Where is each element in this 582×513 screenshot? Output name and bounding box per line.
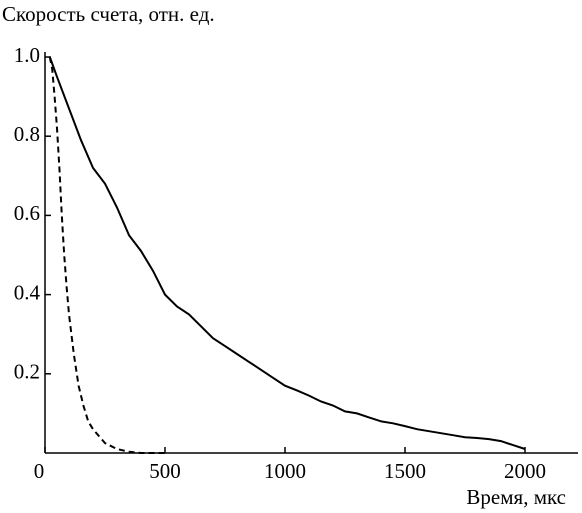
series-line — [48, 56, 165, 454]
y-tick-label: 0.8 — [14, 122, 40, 146]
y-tick-label: 1.0 — [14, 43, 40, 67]
x-tick-label: 2000 — [504, 459, 546, 483]
x-tick-label: 1000 — [264, 459, 306, 483]
series-line — [48, 56, 526, 450]
y-tick-label: 0.2 — [14, 360, 40, 384]
x-tick-label: 0 — [34, 459, 45, 483]
y-tick-label: 0.6 — [14, 201, 40, 225]
x-tick-label: 1500 — [384, 459, 426, 483]
x-tick-label: 500 — [149, 459, 181, 483]
y-tick-label: 0.4 — [14, 280, 41, 304]
x-axis-label: Время, мкс — [466, 485, 566, 509]
chart-title: Скорость счета, отн. ед. — [2, 2, 215, 26]
